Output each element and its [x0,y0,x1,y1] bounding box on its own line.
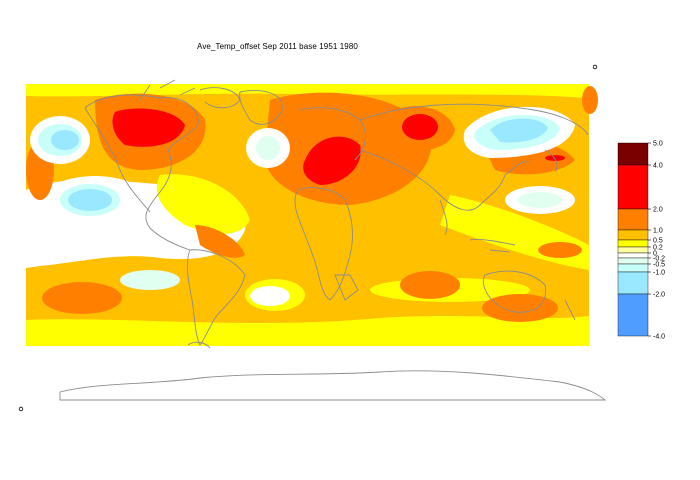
legend-band-8 [617,263,649,273]
legend-band-3 [617,229,649,241]
legend-band-0 [617,142,649,166]
legend-band-1 [617,164,649,210]
legend-band-10 [617,293,649,337]
legend-label-10: -2.0 [653,292,665,299]
frame-marker-top-right [592,64,598,70]
frame-marker-bottom-left [18,406,24,412]
legend-label-8: -0.5 [653,262,665,269]
map-title: Ave_Temp_offset Sep 2011 base 1951 1980 [197,42,358,51]
legend-label-7: -0.2 [653,256,665,263]
legend-label-0: 5.0 [653,141,663,148]
legend-label-1: 4.0 [653,163,663,170]
legend-label-5: 0.2 [653,245,663,252]
anomaly-zone-europe-red [303,136,361,185]
anomaly-field [26,84,598,346]
legend-band-9 [617,271,649,295]
legend-label-9: -1.0 [653,270,665,277]
legend-band-5 [617,246,649,254]
legend-label-6: 0 [653,251,657,258]
legend-band-6 [617,252,649,259]
legend: 5.0 4.0 2.0 1.0 0.50.20-0.2-0.5-1.0 -2.0 -4.0 [617,141,665,341]
legend-label-3: 1.0 [653,228,663,235]
coastlines [59,79,607,401]
anomaly-zone-canada-red [112,108,185,147]
legend-label-11: -4.0 [653,334,665,341]
legend-label-2: 2.0 [653,207,663,214]
legend-label-4: 0.5 [653,238,663,245]
legend-band-7 [617,257,649,265]
legend-band-2 [617,208,649,231]
legend-band-4 [617,239,649,248]
